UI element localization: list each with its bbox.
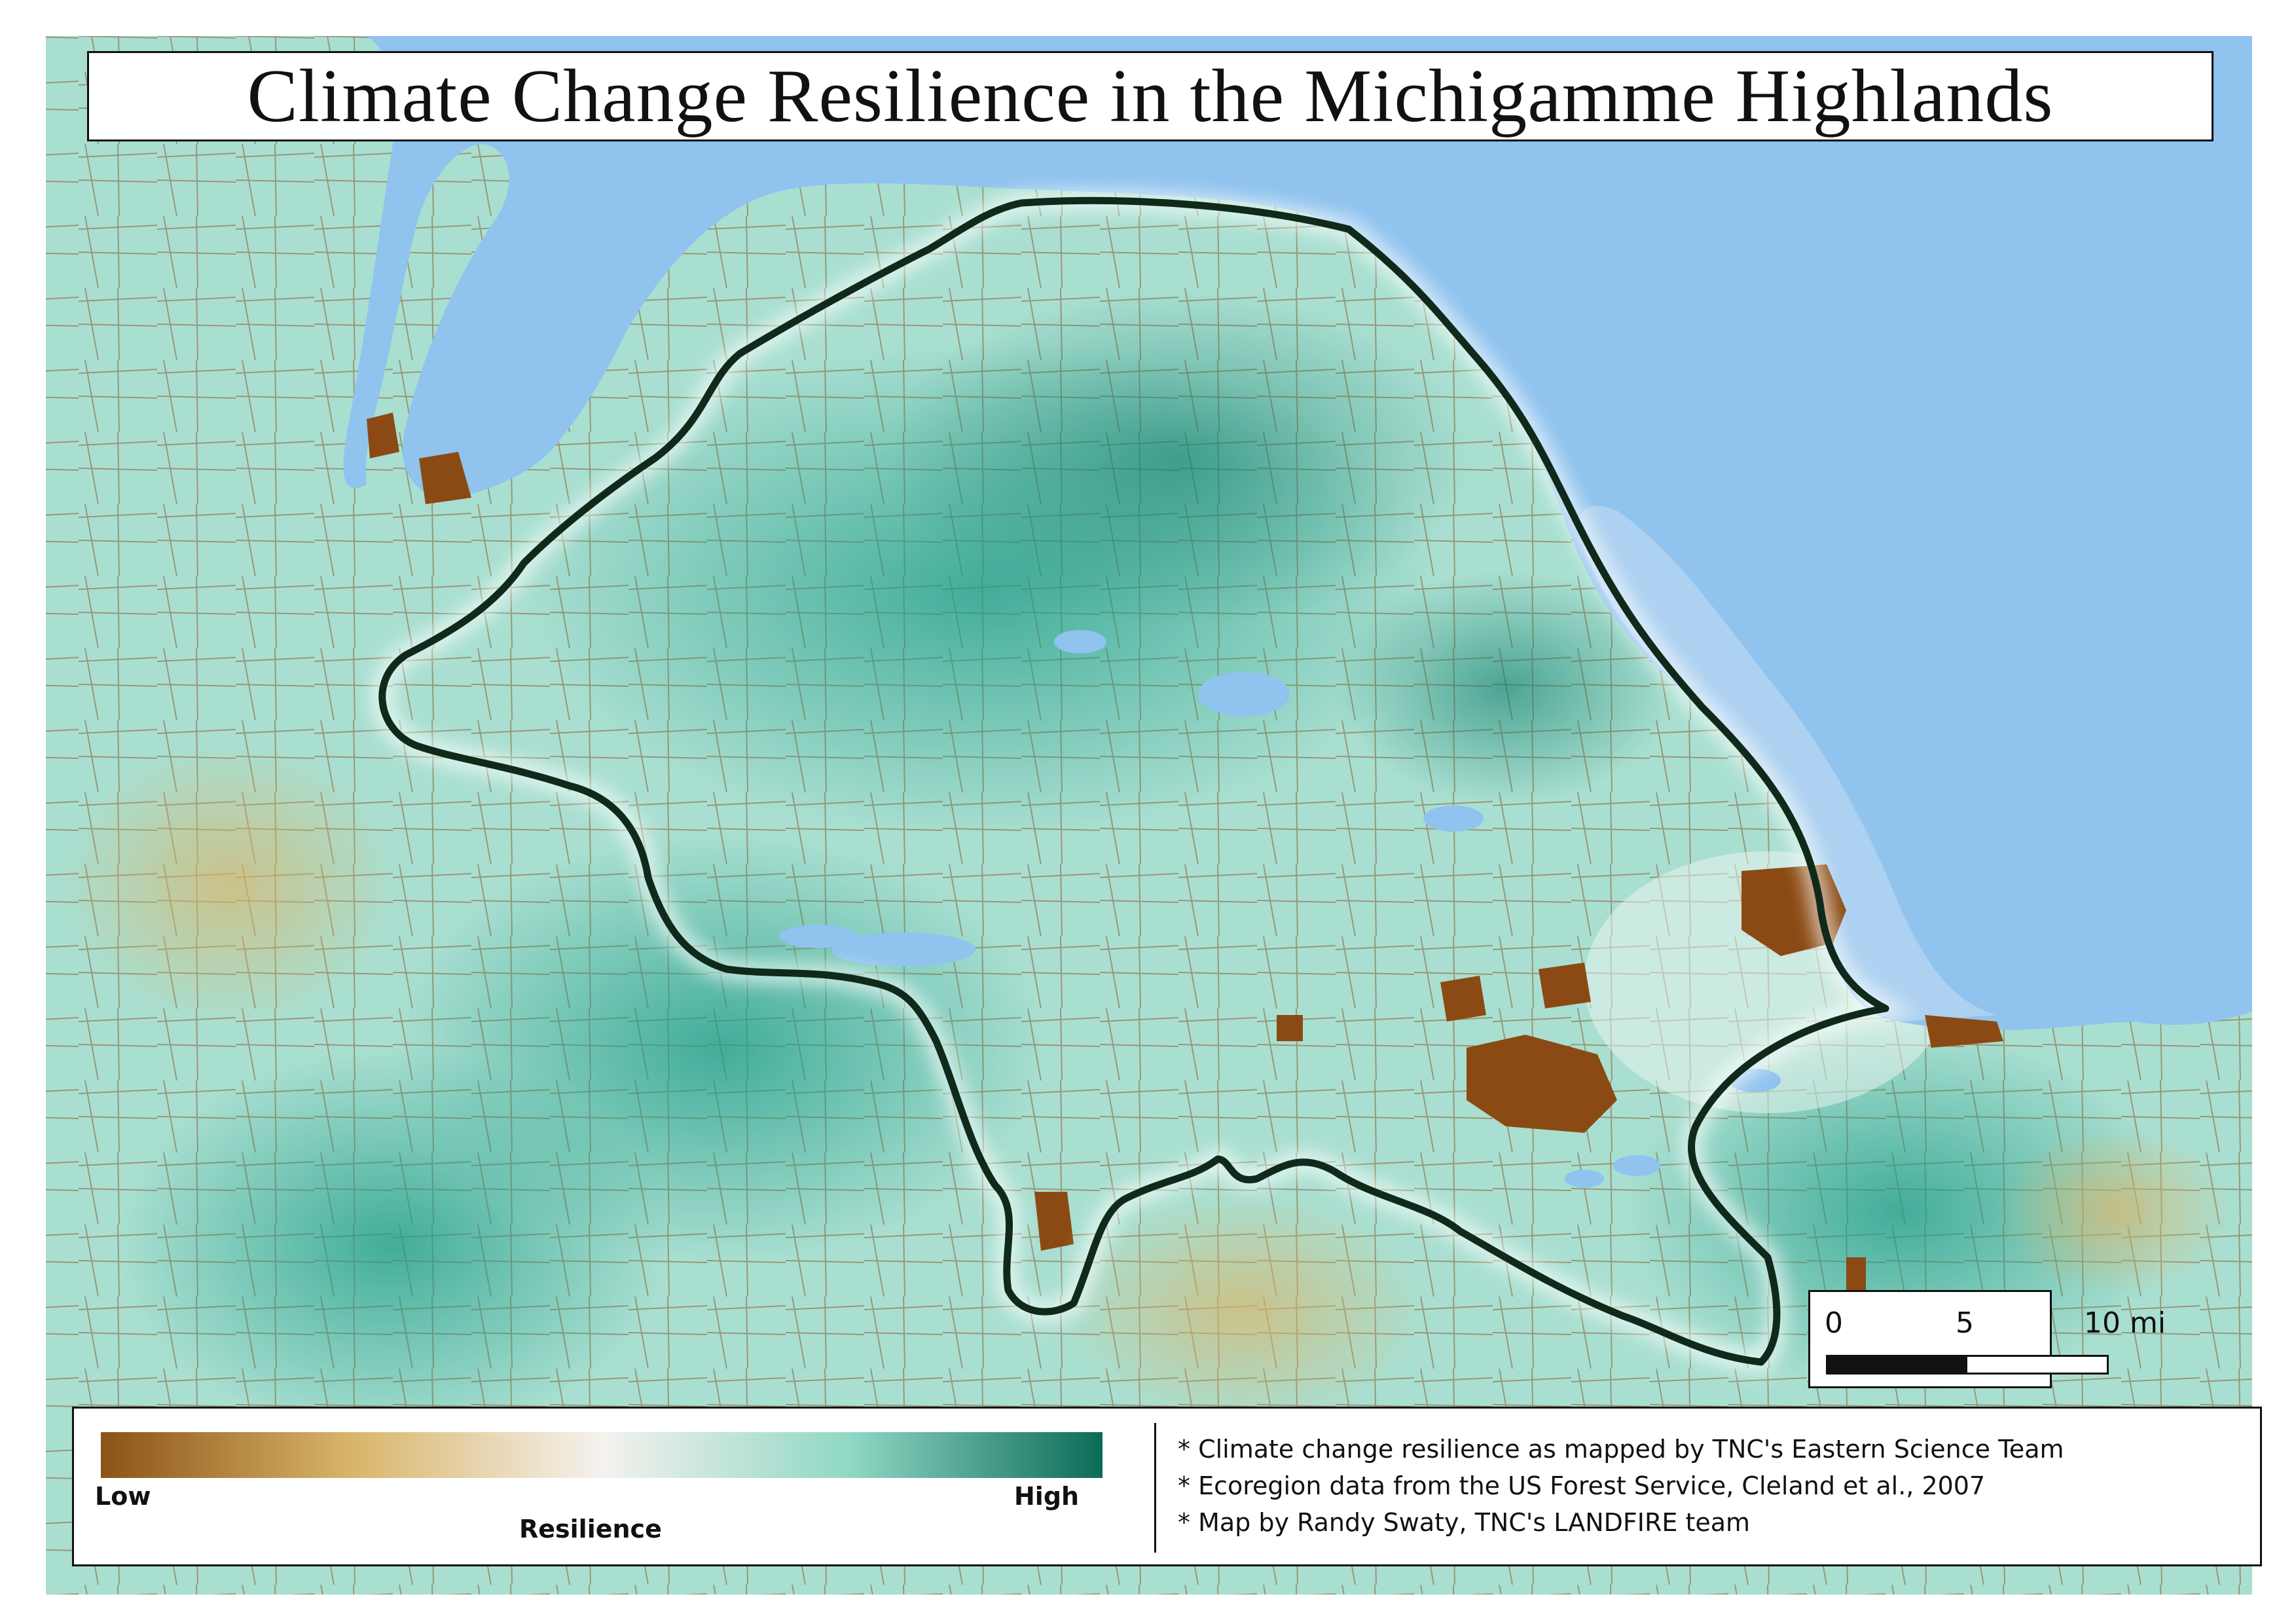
credit-note-1: * Climate change resilience as mapped by… bbox=[1178, 1435, 2064, 1464]
legend-caption: Resilience bbox=[519, 1515, 662, 1543]
title-box: Climate Change Resilience in the Michiga… bbox=[87, 51, 2214, 141]
legend-low-label: Low bbox=[95, 1482, 151, 1511]
map-title: Climate Change Resilience in the Michiga… bbox=[247, 54, 2054, 138]
scale-bar-segment-white bbox=[1967, 1357, 2107, 1373]
lake-shallow-zone bbox=[1579, 506, 1997, 1022]
lake-superior bbox=[46, 36, 2252, 1031]
scale-bar bbox=[1826, 1355, 2109, 1375]
ecoregion-outline[interactable] bbox=[378, 196, 1889, 1366]
scale-bar-segment-black bbox=[1828, 1357, 1967, 1373]
scale-label-0: 0 bbox=[1825, 1306, 1843, 1340]
resilience-gradient-bar bbox=[101, 1432, 1102, 1478]
legend-divider bbox=[1154, 1423, 1156, 1553]
legend-high-label: High bbox=[1014, 1482, 1080, 1511]
scale-label-10: 10 mi bbox=[2084, 1306, 2166, 1340]
scale-bar-box: 0 5 10 mi bbox=[1808, 1290, 2166, 1388]
legend-box: Low High Resilience * Climate change res… bbox=[72, 1407, 2262, 1566]
inland-lakes bbox=[779, 630, 1781, 1188]
credit-note-2: * Ecoregion data from the US Forest Serv… bbox=[1178, 1471, 1986, 1500]
scale-label-5: 5 bbox=[1956, 1306, 1974, 1340]
credit-note-3: * Map by Randy Swaty, TNC's LANDFIRE tea… bbox=[1178, 1508, 1751, 1537]
